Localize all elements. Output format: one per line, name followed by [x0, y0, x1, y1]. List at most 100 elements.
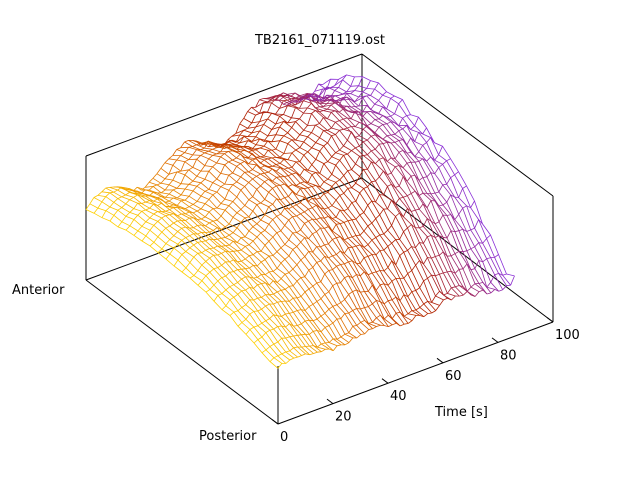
surface-mesh-segment — [249, 311, 255, 315]
surface-mesh-segment — [312, 231, 317, 235]
surface-mesh-segment — [286, 94, 292, 102]
surface-mesh-segment — [241, 289, 246, 292]
surface-mesh-segment — [320, 294, 326, 300]
surface-mesh-segment — [268, 157, 273, 160]
surface-mesh-segment — [315, 137, 320, 143]
surface-mesh-segment — [315, 150, 321, 160]
surface-mesh-segment — [208, 148, 213, 152]
surface-mesh-segment — [316, 227, 321, 232]
time-axis-ticks: 0 20 40 60 80 100 — [271, 317, 580, 445]
surface-mesh-segment — [291, 107, 296, 118]
surface-mesh-segment — [462, 250, 467, 253]
surface-mesh-segment — [164, 174, 170, 180]
surface-mesh-segment — [220, 144, 225, 149]
surface-mesh-segment — [343, 153, 348, 156]
surface-mesh-segment — [315, 172, 320, 174]
surface-mesh-segment — [272, 168, 277, 172]
surface-mesh-segment — [284, 286, 290, 290]
surface-mesh-segment — [193, 217, 198, 220]
surface-mesh-segment — [348, 260, 353, 263]
surface-mesh-segment — [268, 168, 273, 173]
surface-mesh-segment — [422, 218, 428, 227]
surface-mesh-segment — [205, 222, 210, 227]
surface-mesh-segment — [224, 205, 230, 211]
surface-mesh-segment — [168, 189, 174, 195]
surface-mesh-segment — [180, 188, 186, 196]
surface-mesh-segment — [173, 231, 178, 236]
surface-mesh-segment — [221, 261, 226, 266]
surface-mesh-segment — [220, 153, 225, 158]
surface-mesh-segment — [431, 256, 436, 259]
surface-mesh-segment — [344, 342, 350, 346]
surface-mesh-segment — [184, 147, 189, 153]
surface-mesh-segment — [332, 237, 337, 240]
surface-mesh-segment — [435, 290, 440, 297]
surface-mesh-segment — [342, 91, 347, 95]
surface-mesh-segment — [228, 159, 233, 163]
surface-mesh-segment — [224, 234, 230, 238]
surface-mesh-segment — [411, 315, 417, 321]
surface-mesh-segment — [454, 251, 460, 255]
surface-mesh-segment — [307, 164, 313, 171]
surface-mesh-segment — [304, 208, 309, 213]
surface-mesh-segment — [490, 274, 496, 283]
surface-mesh-segment — [272, 198, 277, 205]
surface-mesh-segment — [228, 201, 234, 206]
surface-mesh-segment — [216, 186, 222, 193]
surface-mesh-segment — [204, 158, 210, 166]
surface-mesh-segment — [319, 130, 324, 138]
surface-mesh-segment — [173, 204, 178, 206]
surface-mesh-segment — [164, 158, 170, 164]
x-axis-label: Time [s] — [434, 405, 488, 420]
surface-mesh-segment — [411, 309, 416, 311]
surface-mesh-segment — [380, 301, 385, 305]
surface-mesh-segment — [264, 165, 269, 167]
surface-mesh-segment — [276, 262, 282, 269]
surface-mesh-segment — [259, 98, 264, 101]
surface-mesh-segment — [192, 144, 197, 147]
surface-mesh-line — [176, 149, 369, 330]
surface-mesh-segment — [192, 185, 198, 192]
surface-mesh-segment — [338, 79, 343, 88]
surface-mesh-segment — [351, 131, 356, 138]
surface-mesh-segment — [145, 193, 150, 197]
surface-mesh-segment — [129, 208, 135, 213]
surface-mesh-segment — [466, 229, 471, 232]
surface-mesh-segment — [304, 237, 309, 239]
surface-mesh-segment — [215, 143, 221, 148]
surface-mesh-segment — [273, 280, 278, 283]
surface-mesh-segment — [189, 233, 194, 237]
surface-mesh-segment — [197, 218, 202, 220]
surface-mesh-segment — [399, 251, 404, 256]
surface-mesh-segment — [367, 200, 372, 206]
surface-mesh-segment — [388, 299, 393, 302]
surface-mesh-segment — [382, 141, 388, 145]
surface-mesh-segment — [316, 204, 321, 209]
surface-mesh-segment — [297, 334, 302, 336]
surface-mesh-segment — [228, 172, 233, 176]
surface-mesh-segment — [164, 193, 170, 198]
surface-mesh-segment — [241, 304, 247, 308]
surface-mesh-segment — [344, 332, 349, 335]
surface-mesh-segment — [340, 236, 345, 241]
surface-mesh-segment — [447, 270, 452, 273]
surface-mesh-segment — [395, 198, 400, 205]
surface-mesh-segment — [279, 121, 285, 128]
surface-mesh-segment — [197, 232, 202, 235]
surface-mesh-segment — [161, 198, 166, 203]
surface-mesh-segment — [298, 98, 304, 103]
surface-mesh-segment — [438, 163, 443, 168]
surface-mesh-segment — [231, 139, 237, 143]
surface-mesh-segment — [244, 161, 249, 165]
surface-mesh-segment — [260, 244, 266, 252]
surface-mesh-segment — [267, 140, 272, 143]
surface-mesh-segment — [340, 333, 346, 338]
surface-mesh-segment — [172, 171, 178, 181]
surface-mesh-segment — [160, 162, 166, 169]
surface-mesh-segment — [221, 250, 226, 254]
surface-mesh-segment — [300, 237, 305, 243]
surface-mesh-segment — [153, 195, 158, 199]
surface-mesh-segment — [358, 128, 364, 137]
surface-mesh-segment — [317, 351, 322, 353]
surface-mesh-segment — [418, 158, 424, 162]
